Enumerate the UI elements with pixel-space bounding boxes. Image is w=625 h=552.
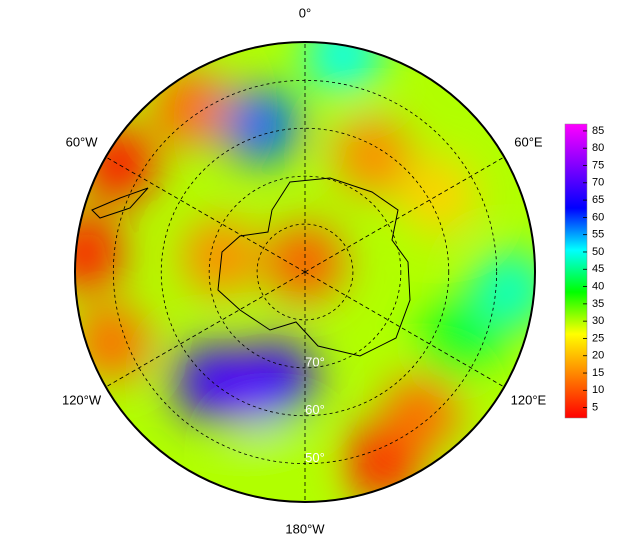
coastline: [91, 187, 149, 219]
longitude-label: 60°E: [514, 134, 543, 149]
colorbar-label: 40: [592, 280, 604, 292]
colorbar-label: 30: [592, 315, 604, 327]
field-blobs: [75, 42, 535, 502]
latitude-label: 70°: [305, 354, 325, 369]
colorbar-label: 15: [592, 367, 604, 379]
colorbar-label: 25: [592, 332, 604, 344]
colorbar-label: 55: [592, 229, 604, 241]
longitude-label: 120°W: [62, 392, 102, 407]
field-cell: [418, 304, 495, 381]
field-cell: [182, 219, 259, 296]
colorbar-label: 20: [592, 350, 604, 362]
field-cell: [151, 69, 228, 146]
latitude-circle: [256, 223, 354, 321]
field-cell: [472, 251, 535, 328]
colorbar-label: 60: [592, 211, 604, 223]
colorbar-label: 50: [592, 246, 604, 258]
meridian: [105, 271, 306, 388]
longitude-label: 60°W: [66, 134, 99, 149]
map-border: [74, 41, 536, 503]
colorbar-label: 5: [592, 402, 598, 414]
meridian: [304, 156, 505, 273]
latitude-label: 50°: [305, 450, 325, 465]
colorbar: 5 10 15 20 25 30 35 40 45 50 55 60 65 70 75 80 85: [564, 123, 604, 419]
colorbar-scale: [564, 123, 588, 419]
latitude-circle: [160, 127, 450, 417]
labels: 0° 60°E 120°E 180°W 120°W 60°W 70° 60° 50°: [62, 5, 547, 536]
colorbar-label: 35: [592, 298, 604, 310]
colorbar-label: 80: [592, 142, 604, 154]
field-cell: [222, 87, 299, 164]
colorbar-label: 45: [592, 263, 604, 275]
field-cell: [305, 42, 382, 93]
field-cell: [334, 117, 411, 194]
field-cell: [233, 422, 310, 499]
latitude-label: 60°: [305, 402, 325, 417]
colorbar-label: 10: [592, 384, 604, 396]
meridian: [105, 156, 306, 273]
field-cell: [75, 304, 150, 381]
field-cell: [238, 340, 315, 417]
field-cell: [75, 214, 124, 291]
graticule: [105, 42, 505, 502]
colorbar-label: 70: [592, 177, 604, 189]
colorbar-label: 75: [592, 159, 604, 171]
coastline: [217, 177, 411, 357]
latitude-circle: [208, 175, 402, 369]
field: [75, 42, 535, 502]
field-cell: [384, 373, 461, 450]
longitude-label: 180°W: [285, 521, 325, 536]
colorbar-label: 85: [592, 125, 604, 137]
colorbar-label: 65: [592, 194, 604, 206]
meridian: [304, 271, 505, 388]
longitude-label: 0°: [299, 5, 311, 20]
field-cell: [399, 157, 476, 234]
longitude-label: 120°E: [511, 392, 547, 407]
